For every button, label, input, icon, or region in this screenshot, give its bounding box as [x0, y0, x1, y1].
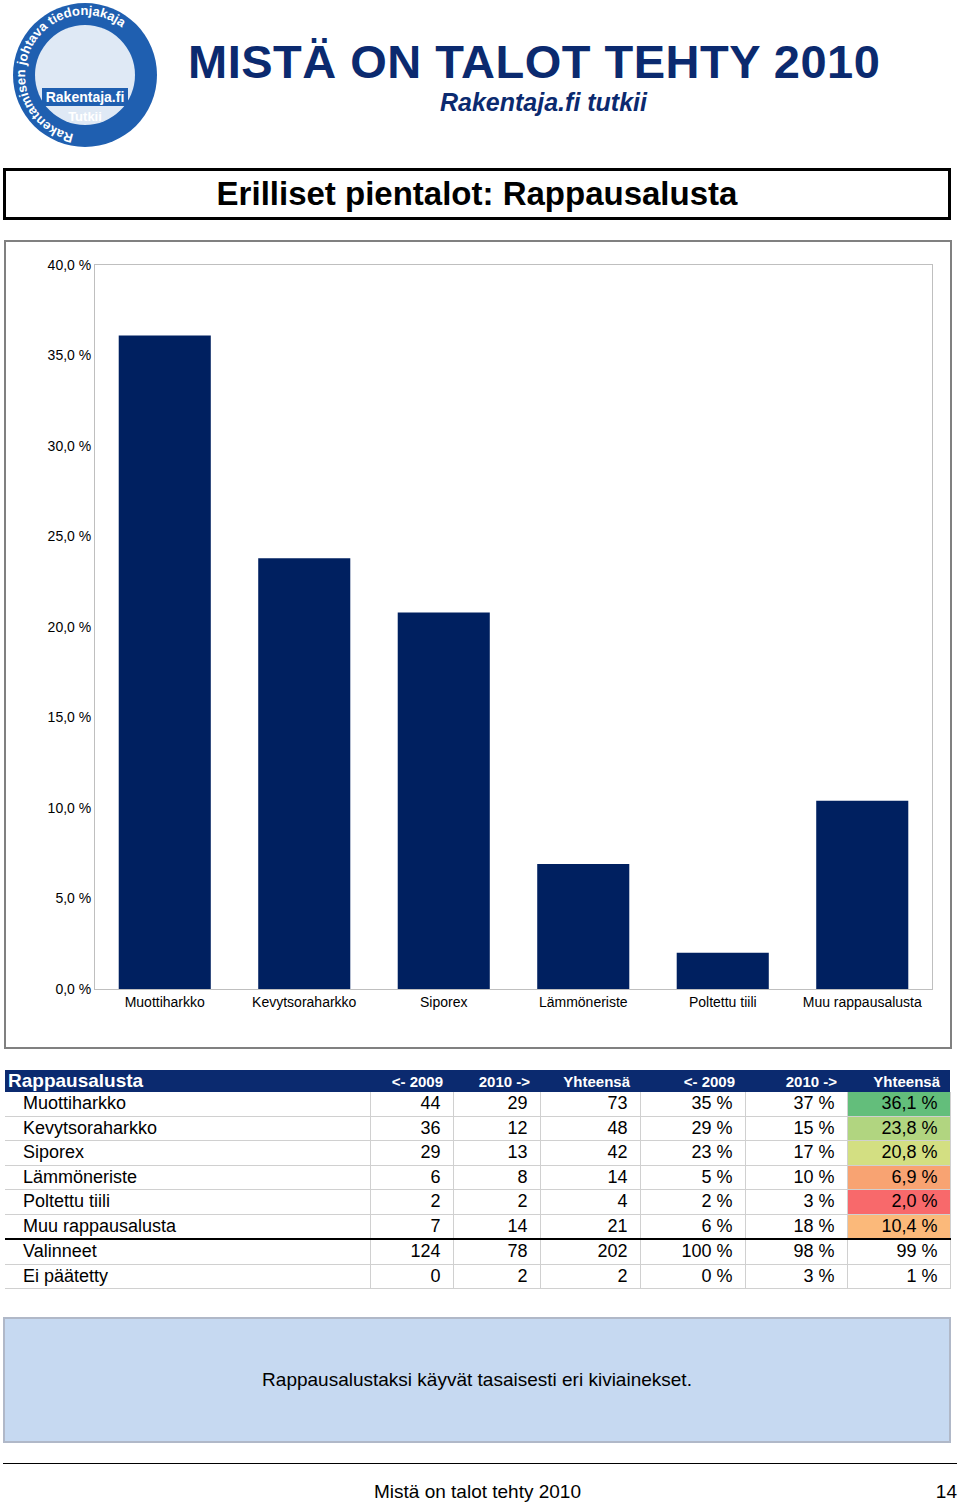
html-text:78: 78	[507, 1241, 528, 1262]
html-text:7: 7	[430, 1215, 441, 1236]
html-text:6,9 %: 6,9 %	[891, 1166, 938, 1187]
html-text:13: 13	[507, 1142, 528, 1163]
svg-text:35,0 %: 35,0 %	[48, 347, 92, 363]
html-text:<- 2009: <- 2009	[683, 1072, 735, 1090]
html-text:2 %: 2 %	[701, 1191, 733, 1212]
html-text:124: 124	[410, 1241, 441, 1262]
html-text:3 %: 3 %	[803, 1265, 835, 1286]
html-text:202: 202	[597, 1241, 628, 1262]
html-text:Kevytsoraharkko: Kevytsoraharkko	[23, 1117, 158, 1138]
html-text:Rappausalusta: Rappausalusta	[8, 1070, 144, 1091]
html-text:20,8 %: 20,8 %	[881, 1142, 938, 1163]
svg-text:0,0 %: 0,0 %	[55, 981, 91, 997]
html-text:99 %: 99 %	[896, 1241, 938, 1262]
html-text:10 %: 10 %	[793, 1166, 835, 1187]
html-text:2: 2	[617, 1265, 628, 1286]
svg-text:Rakentaja.fi: Rakentaja.fi	[46, 89, 125, 105]
html-text:2: 2	[517, 1265, 528, 1286]
html-text:Poltettu tiili: Poltettu tiili	[23, 1191, 110, 1212]
html-text:Yhteensä: Yhteensä	[873, 1072, 940, 1090]
html-text:98 %: 98 %	[793, 1241, 835, 1262]
html-text:2: 2	[430, 1191, 441, 1212]
html-text:2: 2	[517, 1191, 528, 1212]
svg-text:10,0 %: 10,0 %	[48, 800, 92, 816]
html-text:Ei päätetty: Ei päätetty	[23, 1265, 109, 1286]
html-text:Erilliset pientalot: Rappausal: Erilliset pientalot: Rappausalusta	[216, 175, 738, 212]
svg-text:Muottiharkko: Muottiharkko	[125, 994, 205, 1010]
html-text:37 %: 37 %	[793, 1093, 835, 1114]
html-text:8: 8	[517, 1166, 528, 1187]
html-text:Lämmöneriste: Lämmöneriste	[23, 1166, 137, 1187]
html-text:Valinneet: Valinneet	[23, 1241, 97, 1262]
html-text:<- 2009: <- 2009	[391, 1072, 443, 1090]
html-text:6 %: 6 %	[701, 1215, 733, 1236]
html-text:4: 4	[617, 1191, 628, 1212]
html-text:2010 ->: 2010 ->	[478, 1072, 530, 1090]
html-text:10,4 %: 10,4 %	[881, 1215, 938, 1236]
html-text:14: 14	[607, 1166, 628, 1187]
svg-text:Rakentamisen johtava tiedonjak: Rakentamisen johtava tiedonjakaja	[13, 3, 129, 146]
svg-text:Tutkii: Tutkii	[68, 109, 102, 124]
html-text:Siporex: Siporex	[23, 1142, 84, 1163]
html-text:14: 14	[507, 1215, 528, 1236]
html-text:73: 73	[607, 1093, 628, 1114]
svg-text:30,0 %: 30,0 %	[48, 438, 92, 454]
html-text:12: 12	[507, 1117, 528, 1138]
svg-text:Muu rappausalusta: Muu rappausalusta	[803, 994, 922, 1010]
html-text:21: 21	[607, 1215, 628, 1236]
svg-text:Kevytsoraharkko: Kevytsoraharkko	[252, 994, 356, 1010]
html-text:Mistä on talot tehty 2010: Mistä on talot tehty 2010	[374, 1481, 581, 1502]
html-text:29 %: 29 %	[691, 1117, 733, 1138]
html-text:15 %: 15 %	[793, 1117, 835, 1138]
html-text:18 %: 18 %	[793, 1215, 835, 1236]
html-text:2010 ->: 2010 ->	[785, 1072, 837, 1090]
html-text:MISTÄ ON TALOT TEHTY 2010: MISTÄ ON TALOT TEHTY 2010	[188, 35, 881, 88]
html-text:1 %: 1 %	[906, 1265, 938, 1286]
html-text:0: 0	[430, 1265, 441, 1286]
html-text:100 %: 100 %	[681, 1241, 733, 1262]
html-text:29: 29	[507, 1093, 528, 1114]
html-text:36,1 %: 36,1 %	[881, 1093, 938, 1114]
html-text:44: 44	[420, 1093, 441, 1114]
html-text:Rappausalustaksi käyvät tasais: Rappausalustaksi käyvät tasaisesti eri k…	[262, 1369, 692, 1390]
html-text:35 %: 35 %	[691, 1093, 733, 1114]
html-text:29: 29	[420, 1142, 441, 1163]
html-text:0 %: 0 %	[701, 1265, 733, 1286]
svg-text:40,0 %: 40,0 %	[48, 257, 92, 273]
svg-text:5,0 %: 5,0 %	[55, 890, 91, 906]
svg-text:Poltettu tiili: Poltettu tiili	[689, 994, 757, 1010]
html-text:14: 14	[935, 1481, 957, 1502]
svg-text:15,0 %: 15,0 %	[48, 709, 92, 725]
html-text:2,0 %: 2,0 %	[891, 1191, 938, 1212]
svg-text:20,0 %: 20,0 %	[48, 619, 92, 635]
html-text:Muu rappausalusta: Muu rappausalusta	[23, 1215, 177, 1236]
html-text:5 %: 5 %	[701, 1166, 733, 1187]
html-text:6: 6	[430, 1166, 441, 1187]
svg-text:Siporex: Siporex	[420, 994, 467, 1010]
html-text:Muottiharkko: Muottiharkko	[23, 1093, 126, 1114]
html-text:36: 36	[420, 1117, 441, 1138]
html-text:3 %: 3 %	[803, 1191, 835, 1212]
svg-text:Lämmöneriste: Lämmöneriste	[539, 994, 628, 1010]
html-text:Yhteensä: Yhteensä	[563, 1072, 630, 1090]
html-text:23,8 %: 23,8 %	[881, 1117, 938, 1138]
html-text:23 %: 23 %	[691, 1142, 733, 1163]
html-text:Rakentaja.fi tutkii: Rakentaja.fi tutkii	[440, 88, 647, 116]
html-text:42: 42	[607, 1142, 628, 1163]
html-text:48: 48	[607, 1117, 628, 1138]
svg-text:25,0 %: 25,0 %	[48, 528, 92, 544]
html-text:17 %: 17 %	[793, 1142, 835, 1163]
